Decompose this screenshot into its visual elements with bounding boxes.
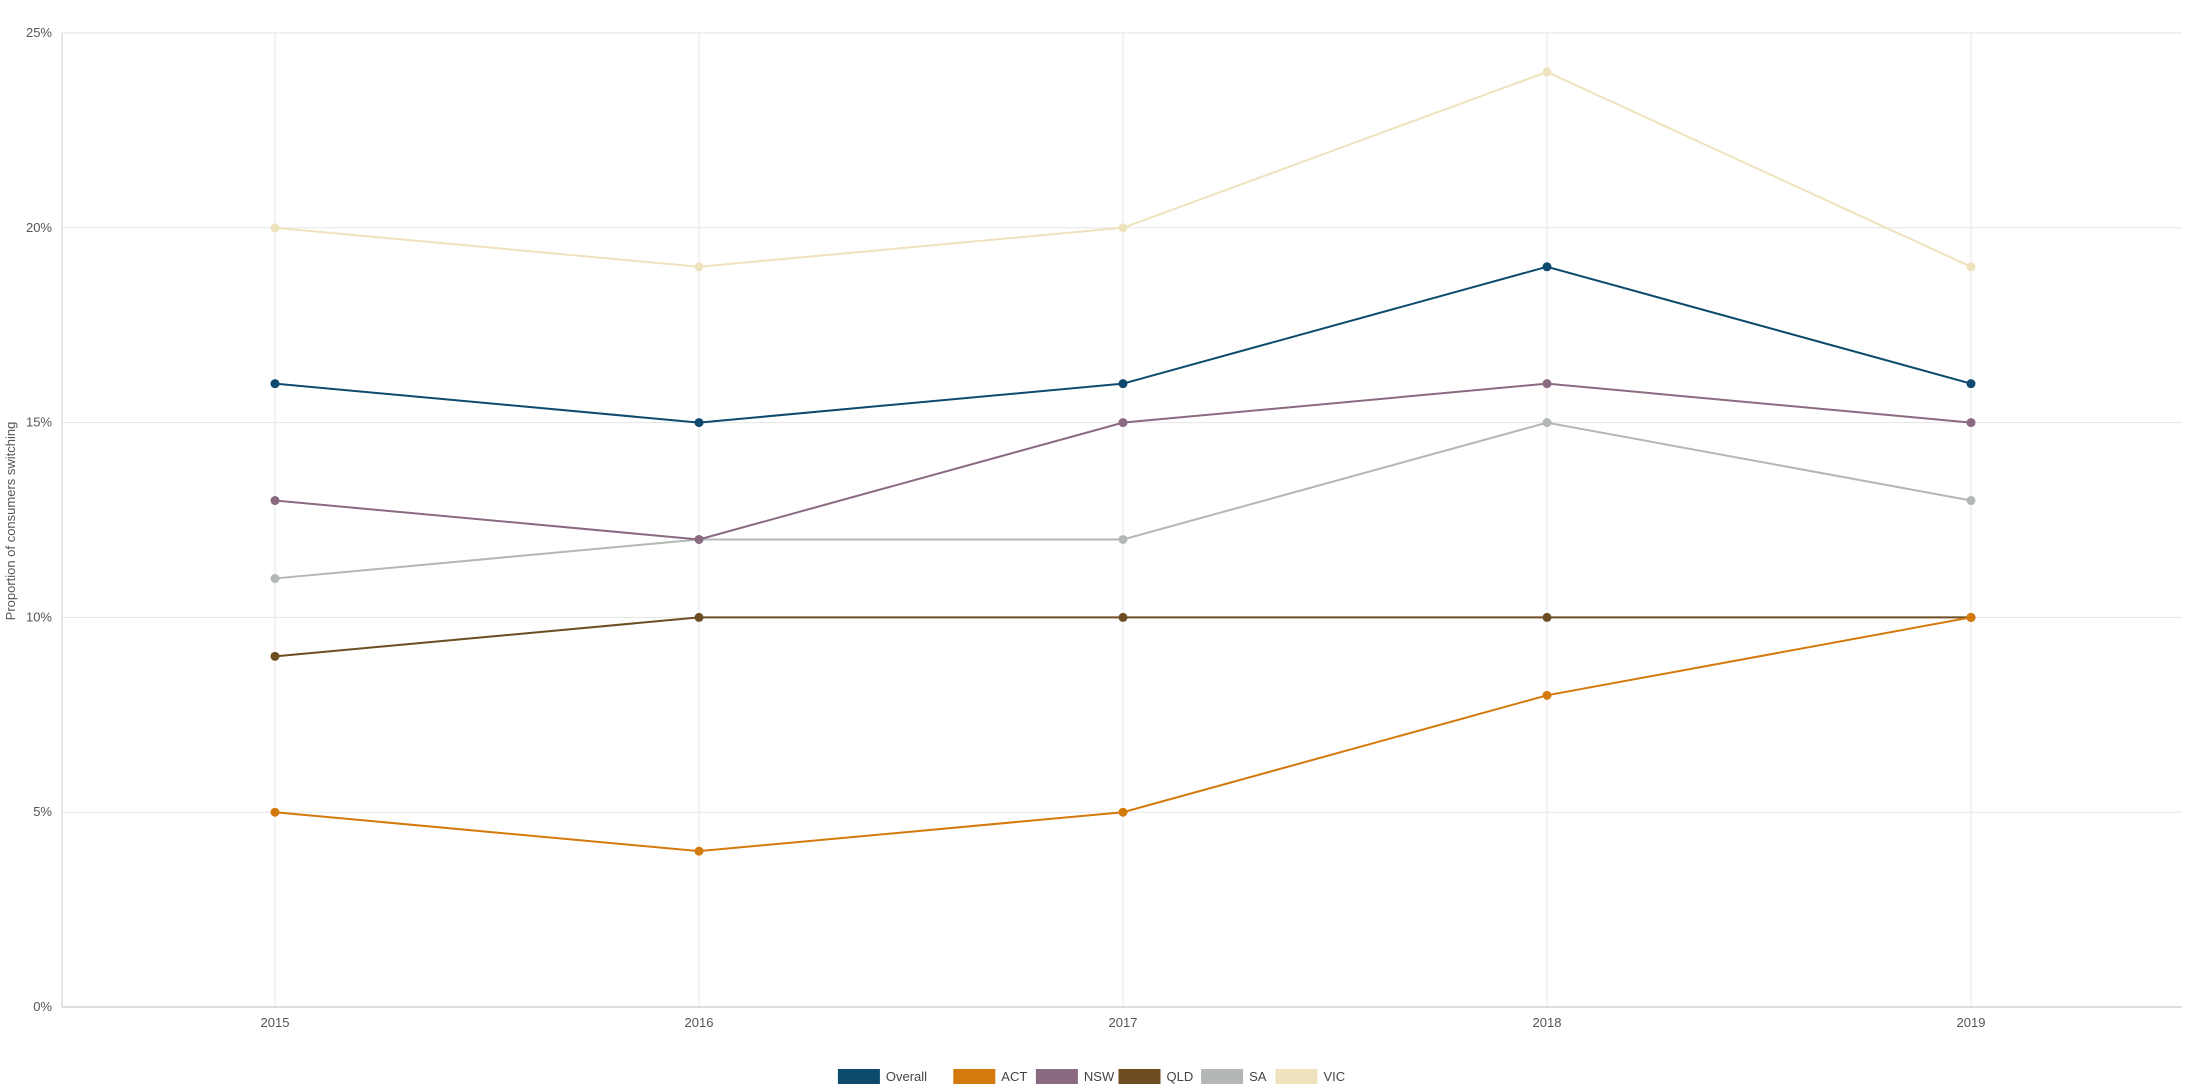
x-tick-label: 2016: [685, 1015, 714, 1030]
data-point-qld[interactable]: [270, 651, 280, 661]
legend-swatch: [953, 1069, 996, 1084]
grid: [61, 32, 2182, 1008]
data-point-vic[interactable]: [270, 223, 280, 233]
legend-swatch: [1118, 1069, 1161, 1084]
legend-item-sa[interactable]: SA: [1201, 1069, 1267, 1084]
data-point-act[interactable]: [1542, 690, 1552, 700]
data-point-overall[interactable]: [270, 379, 280, 389]
legend-label: NSW: [1084, 1069, 1115, 1084]
y-tick-label: 15%: [26, 415, 52, 430]
data-point-overall[interactable]: [1118, 379, 1128, 389]
legend-label: Overall: [886, 1069, 927, 1084]
legend-label: ACT: [1001, 1069, 1027, 1084]
legend-swatch: [1035, 1069, 1078, 1084]
x-axis: 2015 2016 2017 2018 2019: [261, 1015, 1986, 1030]
legend-item-overall[interactable]: Overall: [837, 1069, 927, 1084]
legend-swatch: [1275, 1069, 1318, 1084]
data-point-sa[interactable]: [1542, 418, 1552, 428]
data-point-sa[interactable]: [1118, 534, 1128, 544]
legend-swatch: [1201, 1069, 1244, 1084]
series-vic: [270, 67, 1976, 272]
legend-item-act[interactable]: ACT: [953, 1069, 1027, 1084]
data-point-act[interactable]: [270, 807, 280, 817]
x-tick-label: 2018: [1533, 1015, 1562, 1030]
data-point-sa[interactable]: [270, 573, 280, 583]
data-point-qld[interactable]: [694, 612, 704, 622]
data-point-vic[interactable]: [1118, 223, 1128, 233]
legend-label: QLD: [1167, 1069, 1194, 1084]
y-axis: 0% 5% 10% 15% 20% 25%: [26, 25, 52, 1014]
y-tick-label: 5%: [33, 804, 52, 819]
legend-item-qld[interactable]: QLD: [1118, 1069, 1194, 1084]
data-point-qld[interactable]: [1542, 612, 1552, 622]
y-tick-label: 20%: [26, 220, 52, 235]
y-tick-label: 0%: [33, 999, 52, 1014]
series-layer: [270, 67, 1976, 856]
legend-item-vic[interactable]: VIC: [1275, 1069, 1346, 1084]
y-tick-label: 25%: [26, 25, 52, 40]
legend-label: SA: [1249, 1069, 1267, 1084]
data-point-sa[interactable]: [1966, 496, 1976, 506]
x-tick-label: 2019: [1957, 1015, 1986, 1030]
series-act: [270, 612, 1976, 856]
series-nsw: [270, 379, 1976, 544]
y-axis-title: Proportion of consumers switching: [3, 422, 18, 621]
data-point-act[interactable]: [1966, 612, 1976, 622]
data-point-vic[interactable]: [1966, 262, 1976, 272]
x-tick-label: 2015: [261, 1015, 290, 1030]
data-point-overall[interactable]: [1966, 379, 1976, 389]
legend-item-nsw[interactable]: NSW: [1035, 1069, 1115, 1084]
legend: Overall ACT NSW QLD SA VIC: [837, 1069, 1346, 1084]
data-point-qld[interactable]: [1118, 612, 1128, 622]
data-point-nsw[interactable]: [1118, 418, 1128, 428]
x-tick-label: 2017: [1109, 1015, 1138, 1030]
data-point-overall[interactable]: [1542, 262, 1552, 272]
legend-label: VIC: [1324, 1069, 1346, 1084]
data-point-vic[interactable]: [1542, 67, 1552, 77]
y-tick-label: 10%: [26, 609, 52, 624]
legend-swatch: [837, 1069, 880, 1084]
data-point-overall[interactable]: [694, 418, 704, 428]
data-point-act[interactable]: [694, 846, 704, 856]
data-point-act[interactable]: [1118, 807, 1128, 817]
series-overall: [270, 262, 1976, 428]
data-point-vic[interactable]: [694, 262, 704, 272]
data-point-nsw[interactable]: [694, 534, 704, 544]
data-point-nsw[interactable]: [1542, 379, 1552, 389]
data-point-nsw[interactable]: [1966, 418, 1976, 428]
data-point-nsw[interactable]: [270, 496, 280, 506]
